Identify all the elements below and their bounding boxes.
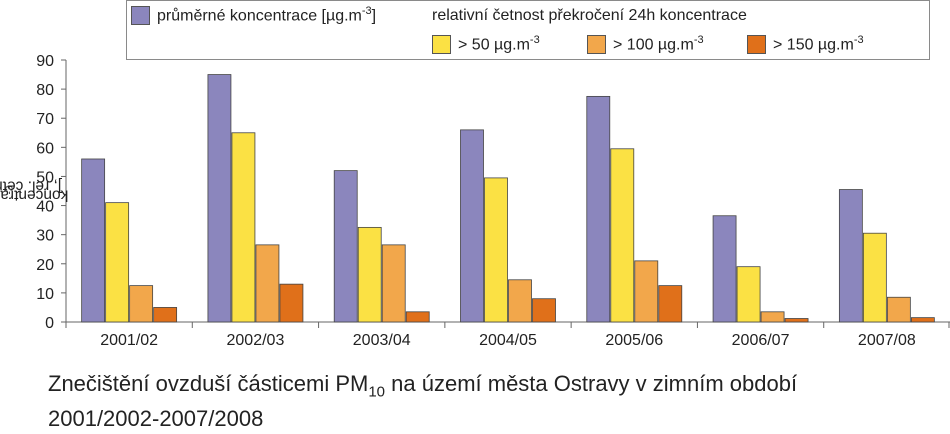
x-tick-label: 2007/08 — [858, 332, 916, 349]
y-tick-label: 20 — [36, 257, 54, 274]
tick-labels: 0 10 20 30 40 50 60 70 80 90 2001/02 2002/03 2003/04… — [36, 53, 916, 349]
y-tick-label: 50 — [36, 169, 54, 186]
bar — [405, 311, 430, 323]
legend-label-100: > 100 µg.m-3 — [613, 34, 704, 54]
legend-header: relativní četnost překročení 24h koncent… — [432, 7, 747, 24]
legend: průměrné koncentrace [µg.m-3] relativní … — [126, 0, 930, 60]
bar — [333, 170, 358, 323]
bar — [460, 129, 484, 323]
x-tick-label: 2002/03 — [227, 332, 285, 349]
bar — [532, 298, 556, 323]
bar — [736, 266, 761, 323]
bars — [81, 74, 935, 323]
bar — [484, 177, 508, 323]
y-tick-label: 90 — [36, 53, 54, 70]
chart-caption: Znečištění ovzduší částicemi PM10 na úze… — [48, 370, 797, 432]
y-tick-label: 60 — [36, 140, 54, 157]
y-tick-label: 70 — [36, 111, 54, 128]
legend-item-50: > 50 µg.m-3 — [432, 34, 540, 54]
legend-swatch-50 — [432, 34, 451, 54]
legend-label-mean: průměrné koncentrace [µg.m-3] — [157, 5, 377, 25]
y-tick-label: 80 — [36, 82, 54, 99]
bar — [838, 189, 863, 323]
legend-swatch-mean — [131, 5, 150, 25]
legend-swatch-100 — [587, 34, 606, 54]
x-tick-label: 2004/05 — [479, 332, 537, 349]
bar — [105, 202, 130, 323]
x-tick-label: 2003/04 — [353, 332, 411, 349]
x-tick-label: 2005/06 — [605, 332, 663, 349]
legend-item-100: > 100 µg.m-3 — [587, 34, 704, 54]
y-tick-label: 10 — [36, 286, 54, 303]
legend-item-150: > 150 µg.m-3 — [747, 34, 864, 54]
bar — [910, 317, 935, 323]
bar — [357, 226, 382, 323]
legend-label-150: > 150 µg.m-3 — [773, 34, 864, 54]
bar — [129, 285, 154, 323]
bar — [153, 307, 178, 323]
bar — [760, 311, 785, 323]
bar — [207, 74, 232, 323]
caption-line-1: Znečištění ovzduší částicemi PM10 na úze… — [48, 371, 798, 401]
bar — [81, 158, 106, 323]
bar — [886, 296, 911, 323]
x-tick-label: 2006/07 — [732, 332, 790, 349]
bar — [508, 279, 532, 323]
bar — [279, 283, 304, 323]
bar — [610, 148, 635, 323]
bar — [586, 95, 611, 323]
x-tick-label: 2001/02 — [100, 332, 158, 349]
bar — [255, 244, 280, 323]
bar — [658, 285, 683, 323]
legend-swatch-150 — [747, 34, 766, 54]
legend-label-50: > 50 µg.m-3 — [458, 34, 540, 54]
bar — [381, 244, 406, 323]
y-tick-label: 40 — [36, 199, 54, 216]
bar — [231, 132, 256, 323]
caption-line-2: 2001/2002-2007/2008 — [48, 406, 264, 432]
y-tick-label: 30 — [36, 228, 54, 245]
legend-item-mean: průměrné koncentrace [µg.m-3] — [131, 5, 376, 25]
bar — [712, 215, 737, 323]
bar — [634, 260, 659, 323]
bar — [784, 318, 809, 323]
y-tick-label: 0 — [45, 315, 54, 332]
bar — [862, 232, 887, 323]
